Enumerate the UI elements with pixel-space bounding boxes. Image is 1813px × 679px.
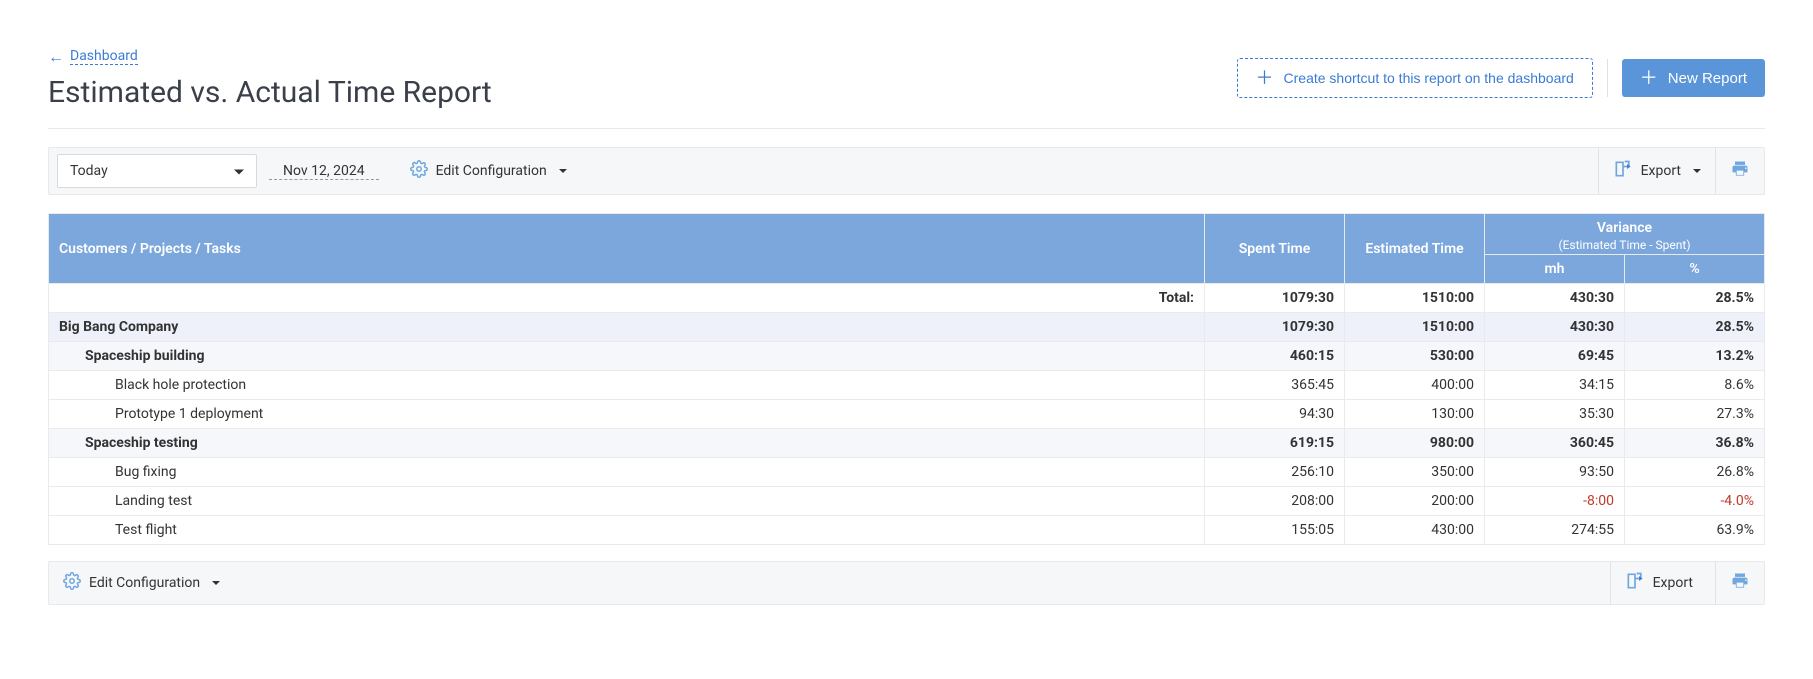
cell: 1079:30: [1204, 313, 1344, 342]
cell: Bug fixing: [49, 458, 1205, 487]
toolbar: Today Nov 12, 2024 Edit Configuration Ex…: [48, 147, 1765, 195]
col-header-name: Customers / Projects / Tasks: [49, 214, 1205, 284]
export-button-bottom[interactable]: Export: [1610, 562, 1715, 604]
new-report-button[interactable]: ＋ New Report: [1622, 59, 1765, 97]
cell: 360:45: [1484, 429, 1624, 458]
print-button-bottom[interactable]: [1715, 562, 1764, 604]
cell: 28.5%: [1624, 313, 1764, 342]
col-header-estimated: Estimated Time: [1344, 214, 1484, 284]
cell: Landing test: [49, 487, 1205, 516]
create-shortcut-button[interactable]: ＋ Create shortcut to this report on the …: [1237, 58, 1593, 98]
total-estimated: 1510:00: [1344, 284, 1484, 313]
create-shortcut-label: Create shortcut to this report on the da…: [1284, 70, 1574, 86]
arrow-left-icon: ←: [48, 49, 64, 65]
page-title: Estimated vs. Actual Time Report: [48, 75, 492, 110]
edit-configuration-button[interactable]: Edit Configuration: [396, 160, 581, 182]
cell: 13.2%: [1624, 342, 1764, 371]
cell: 130:00: [1344, 400, 1484, 429]
date-range-selected: Today: [70, 163, 108, 179]
cell: Spaceship building: [49, 342, 1205, 371]
cell: Big Bang Company: [49, 313, 1205, 342]
total-mh: 430:30: [1484, 284, 1624, 313]
edit-configuration-button-bottom[interactable]: Edit Configuration: [49, 562, 234, 604]
table-row: Spaceship testing619:15980:00360:4536.8%: [49, 429, 1765, 458]
cell: Black hole protection: [49, 371, 1205, 400]
cell: 530:00: [1344, 342, 1484, 371]
cell: -4.0%: [1624, 487, 1764, 516]
cell: 365:45: [1204, 371, 1344, 400]
chevron-down-icon: [559, 169, 567, 173]
gear-icon: [63, 572, 81, 594]
print-icon: [1730, 571, 1750, 595]
breadcrumb-label: Dashboard: [70, 48, 138, 65]
cell: 1510:00: [1344, 313, 1484, 342]
table-row-total: Total: 1079:30 1510:00 430:30 28.5%: [49, 284, 1765, 313]
cell: 274:55: [1484, 516, 1624, 545]
cell: 155:05: [1204, 516, 1344, 545]
cell: 400:00: [1344, 371, 1484, 400]
table-row: Bug fixing256:10350:0093:5026.8%: [49, 458, 1765, 487]
gear-icon: [410, 160, 428, 182]
export-button[interactable]: Export: [1598, 148, 1715, 194]
variance-subtitle: (Estimated Time - Spent): [1495, 238, 1754, 252]
plus-icon: ＋: [1640, 69, 1658, 87]
table-row: Big Bang Company1079:301510:00430:3028.5…: [49, 313, 1765, 342]
new-report-label: New Report: [1668, 70, 1747, 87]
export-icon: [1613, 159, 1633, 183]
edit-configuration-label: Edit Configuration: [89, 575, 200, 591]
cell: 619:15: [1204, 429, 1344, 458]
date-label[interactable]: Nov 12, 2024: [269, 163, 379, 180]
cell: 94:30: [1204, 400, 1344, 429]
breadcrumb-dashboard[interactable]: ← Dashboard: [48, 48, 138, 65]
cell: 93:50: [1484, 458, 1624, 487]
variance-title: Variance: [1597, 220, 1652, 236]
cell: Spaceship testing: [49, 429, 1205, 458]
chevron-down-icon: [212, 581, 220, 585]
bottom-toolbar: Edit Configuration Export: [48, 561, 1765, 605]
edit-configuration-label: Edit Configuration: [436, 163, 547, 179]
cell: 36.8%: [1624, 429, 1764, 458]
table-row: Spaceship building460:15530:0069:4513.2%: [49, 342, 1765, 371]
total-pct: 28.5%: [1624, 284, 1764, 313]
col-header-pct: %: [1624, 255, 1764, 284]
print-button[interactable]: [1715, 148, 1764, 194]
cell: -8:00: [1484, 487, 1624, 516]
cell: 63.9%: [1624, 516, 1764, 545]
cell: 35:30: [1484, 400, 1624, 429]
col-header-variance: Variance (Estimated Time - Spent): [1484, 214, 1764, 255]
cell: Prototype 1 deployment: [49, 400, 1205, 429]
print-icon: [1730, 159, 1750, 183]
cell: 980:00: [1344, 429, 1484, 458]
date-range-select[interactable]: Today: [57, 154, 257, 188]
table-row: Landing test208:00200:00-8:00-4.0%: [49, 487, 1765, 516]
cell: 34:15: [1484, 371, 1624, 400]
cell: 69:45: [1484, 342, 1624, 371]
cell: 26.8%: [1624, 458, 1764, 487]
col-header-spent: Spent Time: [1204, 214, 1344, 284]
cell: 200:00: [1344, 487, 1484, 516]
cell: 256:10: [1204, 458, 1344, 487]
export-label: Export: [1653, 575, 1693, 591]
cell: Test flight: [49, 516, 1205, 545]
report-table: Customers / Projects / Tasks Spent Time …: [48, 213, 1765, 545]
table-row: Test flight155:05430:00274:5563.9%: [49, 516, 1765, 545]
cell: 208:00: [1204, 487, 1344, 516]
cell: 27.3%: [1624, 400, 1764, 429]
cell: 430:30: [1484, 313, 1624, 342]
total-spent: 1079:30: [1204, 284, 1344, 313]
chevron-down-icon: [1693, 169, 1701, 173]
plus-icon: ＋: [1256, 69, 1274, 87]
separator: [1607, 59, 1608, 97]
col-header-mh: mh: [1484, 255, 1624, 284]
total-label: Total:: [49, 284, 1205, 313]
cell: 350:00: [1344, 458, 1484, 487]
export-icon: [1625, 571, 1645, 595]
cell: 430:00: [1344, 516, 1484, 545]
cell: 8.6%: [1624, 371, 1764, 400]
table-row: Black hole protection365:45400:0034:158.…: [49, 371, 1765, 400]
export-label: Export: [1641, 163, 1681, 179]
cell: 460:15: [1204, 342, 1344, 371]
table-row: Prototype 1 deployment94:30130:0035:3027…: [49, 400, 1765, 429]
